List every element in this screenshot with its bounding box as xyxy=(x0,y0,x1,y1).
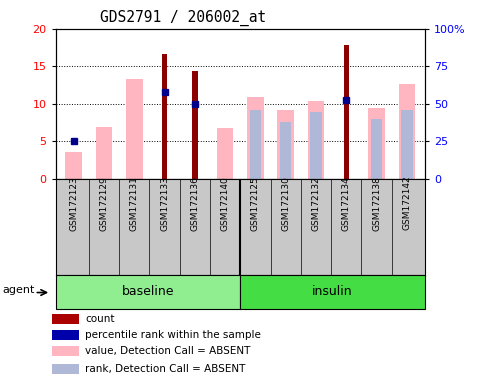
Bar xyxy=(96,127,113,179)
Bar xyxy=(52,364,79,374)
Text: agent: agent xyxy=(3,285,35,295)
Bar xyxy=(52,314,79,324)
Bar xyxy=(126,79,142,179)
Bar xyxy=(308,101,325,179)
Bar xyxy=(217,128,233,179)
Bar xyxy=(162,54,167,179)
Bar xyxy=(250,111,261,179)
Bar xyxy=(280,122,291,179)
Bar xyxy=(52,330,79,340)
Bar xyxy=(368,108,385,179)
Bar xyxy=(241,275,425,309)
Bar xyxy=(310,112,322,179)
Text: value, Detection Call = ABSENT: value, Detection Call = ABSENT xyxy=(85,346,251,356)
Text: rank, Detection Call = ABSENT: rank, Detection Call = ABSENT xyxy=(85,364,245,374)
Bar xyxy=(398,84,415,179)
Bar xyxy=(192,71,198,179)
Text: percentile rank within the sample: percentile rank within the sample xyxy=(85,330,261,340)
Bar xyxy=(56,275,241,309)
Text: baseline: baseline xyxy=(122,285,174,298)
Text: insulin: insulin xyxy=(313,285,353,298)
Bar xyxy=(343,45,349,179)
Bar xyxy=(277,111,294,179)
Bar xyxy=(371,119,383,179)
Bar xyxy=(401,110,412,179)
Text: GDS2791 / 206002_at: GDS2791 / 206002_at xyxy=(100,10,267,26)
Text: count: count xyxy=(85,314,114,324)
Bar xyxy=(52,346,79,356)
Bar xyxy=(65,152,82,179)
Bar xyxy=(247,97,264,179)
